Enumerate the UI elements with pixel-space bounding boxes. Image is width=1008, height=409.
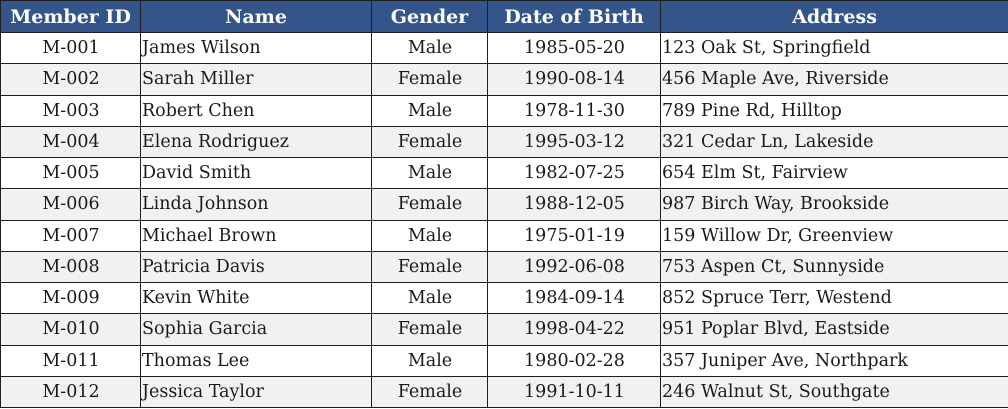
cell-address[interactable]: 789 Pine Rd, Hilltop bbox=[660, 94, 1008, 127]
table-row[interactable]: M-010 Sophia Garcia Female 1998-04-22 951 Po… bbox=[0, 313, 1008, 346]
column-header-date-of-birth[interactable]: Date of Birth bbox=[487, 0, 661, 33]
cell-name[interactable]: Sophia Garcia bbox=[140, 313, 372, 346]
cell-date-of-birth[interactable]: 1988-12-05 bbox=[487, 188, 661, 221]
cell-name[interactable]: Elena Rodriguez bbox=[140, 125, 372, 159]
cell-address[interactable]: 321 Cedar Ln, Lakeside bbox=[660, 125, 1008, 159]
table-row[interactable]: M-012 Jessica Taylor Female 1991-10-11 246 W… bbox=[0, 375, 1008, 409]
cell-name[interactable]: Linda Johnson bbox=[140, 188, 372, 221]
cell-address[interactable]: 852 Spruce Terr, Westend bbox=[660, 281, 1008, 315]
cell-date-of-birth[interactable]: 1991-10-11 bbox=[487, 375, 661, 409]
cell-address[interactable]: 357 Juniper Ave, Northpark bbox=[660, 344, 1008, 377]
cell-date-of-birth[interactable]: 1992-06-08 bbox=[487, 250, 661, 284]
table-row[interactable]: M-003 Robert Chen Male 1978-11-30 789 Pine R… bbox=[0, 94, 1008, 127]
cell-member-id[interactable]: M-004 bbox=[0, 125, 141, 159]
cell-gender[interactable]: Male bbox=[371, 94, 488, 127]
cell-member-id[interactable]: M-008 bbox=[0, 250, 141, 284]
cell-member-id[interactable]: M-009 bbox=[0, 281, 141, 315]
cell-member-id[interactable]: M-001 bbox=[0, 31, 141, 65]
table-body: M-001 James Wilson Male 1985-05-20 123 Oak S… bbox=[0, 31, 1008, 409]
cell-address[interactable]: 987 Birch Way, Brookside bbox=[660, 188, 1008, 221]
cell-address[interactable]: 246 Walnut St, Southgate bbox=[660, 375, 1008, 409]
cell-member-id[interactable]: M-012 bbox=[0, 375, 141, 409]
cell-gender[interactable]: Male bbox=[371, 156, 488, 190]
table-row[interactable]: M-004 Elena Rodriguez Female 1995-03-12 321 … bbox=[0, 125, 1008, 159]
cell-gender[interactable]: Female bbox=[371, 313, 488, 346]
cell-address[interactable]: 159 Willow Dr, Greenview bbox=[660, 219, 1008, 252]
cell-address[interactable]: 654 Elm St, Fairview bbox=[660, 156, 1008, 190]
cell-date-of-birth[interactable]: 1980-02-28 bbox=[487, 344, 661, 377]
table-row[interactable]: M-009 Kevin White Male 1984-09-14 852 Spruce… bbox=[0, 281, 1008, 315]
cell-date-of-birth[interactable]: 1975-01-19 bbox=[487, 219, 661, 252]
cell-member-id[interactable]: M-006 bbox=[0, 188, 141, 221]
cell-gender[interactable]: Male bbox=[371, 219, 488, 252]
cell-name[interactable]: Patricia Davis bbox=[140, 250, 372, 284]
table-row[interactable]: M-006 Linda Johnson Female 1988-12-05 987 Bi… bbox=[0, 188, 1008, 221]
cell-member-id[interactable]: M-002 bbox=[0, 63, 141, 96]
table-row[interactable]: M-005 David Smith Male 1982-07-25 654 Elm St… bbox=[0, 156, 1008, 190]
table-row[interactable]: M-001 James Wilson Male 1985-05-20 123 Oak S… bbox=[0, 31, 1008, 65]
cell-member-id[interactable]: M-010 bbox=[0, 313, 141, 346]
cell-address[interactable]: 123 Oak St, Springfield bbox=[660, 31, 1008, 65]
column-header-gender[interactable]: Gender bbox=[371, 0, 488, 33]
cell-gender[interactable]: Male bbox=[371, 281, 488, 315]
cell-gender[interactable]: Male bbox=[371, 31, 488, 65]
table-row[interactable]: M-008 Patricia Davis Female 1992-06-08 753 A… bbox=[0, 250, 1008, 284]
table-header: Member ID Name Gender Date of Birth Addr… bbox=[0, 0, 1008, 33]
cell-name[interactable]: James Wilson bbox=[140, 31, 372, 65]
cell-name[interactable]: Jessica Taylor bbox=[140, 375, 372, 409]
column-header-address[interactable]: Address bbox=[660, 0, 1008, 33]
cell-gender[interactable]: Male bbox=[371, 344, 488, 377]
cell-address[interactable]: 753 Aspen Ct, Sunnyside bbox=[660, 250, 1008, 284]
cell-date-of-birth[interactable]: 1990-08-14 bbox=[487, 63, 661, 96]
cell-member-id[interactable]: M-011 bbox=[0, 344, 141, 377]
cell-name[interactable]: Michael Brown bbox=[140, 219, 372, 252]
cell-address[interactable]: 456 Maple Ave, Riverside bbox=[660, 63, 1008, 96]
cell-date-of-birth[interactable]: 1984-09-14 bbox=[487, 281, 661, 315]
cell-member-id[interactable]: M-003 bbox=[0, 94, 141, 127]
cell-gender[interactable]: Female bbox=[371, 375, 488, 409]
column-header-member-id[interactable]: Member ID bbox=[0, 0, 141, 33]
cell-date-of-birth[interactable]: 1978-11-30 bbox=[487, 94, 661, 127]
cell-gender[interactable]: Female bbox=[371, 125, 488, 159]
cell-date-of-birth[interactable]: 1998-04-22 bbox=[487, 313, 661, 346]
cell-address[interactable]: 951 Poplar Blvd, Eastside bbox=[660, 313, 1008, 346]
cell-name[interactable]: Thomas Lee bbox=[140, 344, 372, 377]
cell-gender[interactable]: Female bbox=[371, 63, 488, 96]
header-row: Member ID Name Gender Date of Birth Addr… bbox=[0, 0, 1008, 33]
cell-gender[interactable]: Female bbox=[371, 250, 488, 284]
cell-date-of-birth[interactable]: 1995-03-12 bbox=[487, 125, 661, 159]
cell-date-of-birth[interactable]: 1985-05-20 bbox=[487, 31, 661, 65]
cell-name[interactable]: Kevin White bbox=[140, 281, 372, 315]
table-row[interactable]: M-011 Thomas Lee Male 1980-02-28 357 Juniper… bbox=[0, 344, 1008, 377]
cell-member-id[interactable]: M-005 bbox=[0, 156, 141, 190]
cell-name[interactable]: Robert Chen bbox=[140, 94, 372, 127]
cell-name[interactable]: David Smith bbox=[140, 156, 372, 190]
cell-member-id[interactable]: M-007 bbox=[0, 219, 141, 252]
cell-gender[interactable]: Female bbox=[371, 188, 488, 221]
cell-date-of-birth[interactable]: 1982-07-25 bbox=[487, 156, 661, 190]
table-row[interactable]: M-002 Sarah Miller Female 1990-08-14 456 Map… bbox=[0, 63, 1008, 96]
cell-name[interactable]: Sarah Miller bbox=[140, 63, 372, 96]
table-row[interactable]: M-007 Michael Brown Male 1975-01-19 159 Will… bbox=[0, 219, 1008, 252]
column-header-name[interactable]: Name bbox=[140, 0, 372, 33]
